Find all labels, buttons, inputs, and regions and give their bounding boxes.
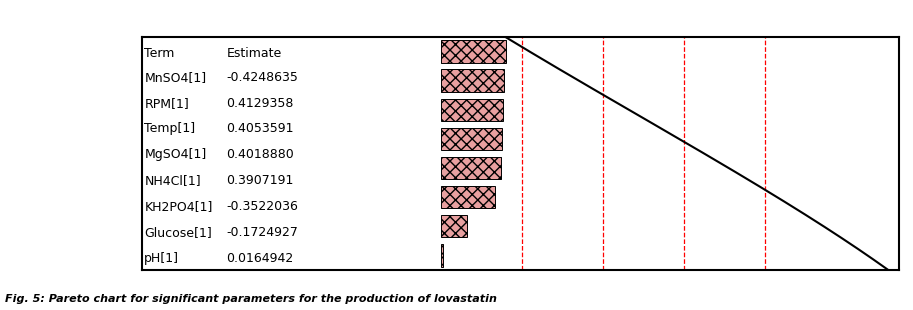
- Text: Fig. 5: Pareto chart for significant parameters for the production of lovastatin: Fig. 5: Pareto chart for significant par…: [5, 294, 497, 304]
- Bar: [441, 186, 495, 208]
- Bar: [441, 99, 503, 121]
- Bar: [441, 40, 506, 63]
- Text: Term: Term: [144, 47, 174, 60]
- Text: -0.3522036: -0.3522036: [226, 200, 299, 213]
- Text: MgSO4[1]: MgSO4[1]: [144, 148, 206, 161]
- Text: KH2PO4[1]: KH2PO4[1]: [144, 200, 213, 213]
- Bar: [441, 128, 502, 150]
- Text: 0.4053591: 0.4053591: [226, 122, 294, 135]
- Bar: [441, 244, 444, 267]
- Text: 0.4018880: 0.4018880: [226, 148, 294, 161]
- Text: -0.1724927: -0.1724927: [226, 226, 299, 239]
- Text: NH4Cl[1]: NH4Cl[1]: [144, 174, 201, 187]
- Bar: [441, 69, 504, 92]
- Bar: [441, 157, 500, 179]
- Text: Temp[1]: Temp[1]: [144, 122, 195, 135]
- Text: pH[1]: pH[1]: [144, 252, 179, 264]
- Text: 0.3907191: 0.3907191: [226, 174, 294, 187]
- Text: 0.4129358: 0.4129358: [226, 97, 294, 109]
- Text: MnSO4[1]: MnSO4[1]: [144, 71, 206, 84]
- Bar: [441, 215, 467, 237]
- Text: -0.4248635: -0.4248635: [226, 71, 299, 84]
- Text: Glucose[1]: Glucose[1]: [144, 226, 212, 239]
- Text: Estimate: Estimate: [226, 47, 282, 60]
- Text: RPM[1]: RPM[1]: [144, 97, 189, 109]
- Text: 0.0164942: 0.0164942: [226, 252, 294, 264]
